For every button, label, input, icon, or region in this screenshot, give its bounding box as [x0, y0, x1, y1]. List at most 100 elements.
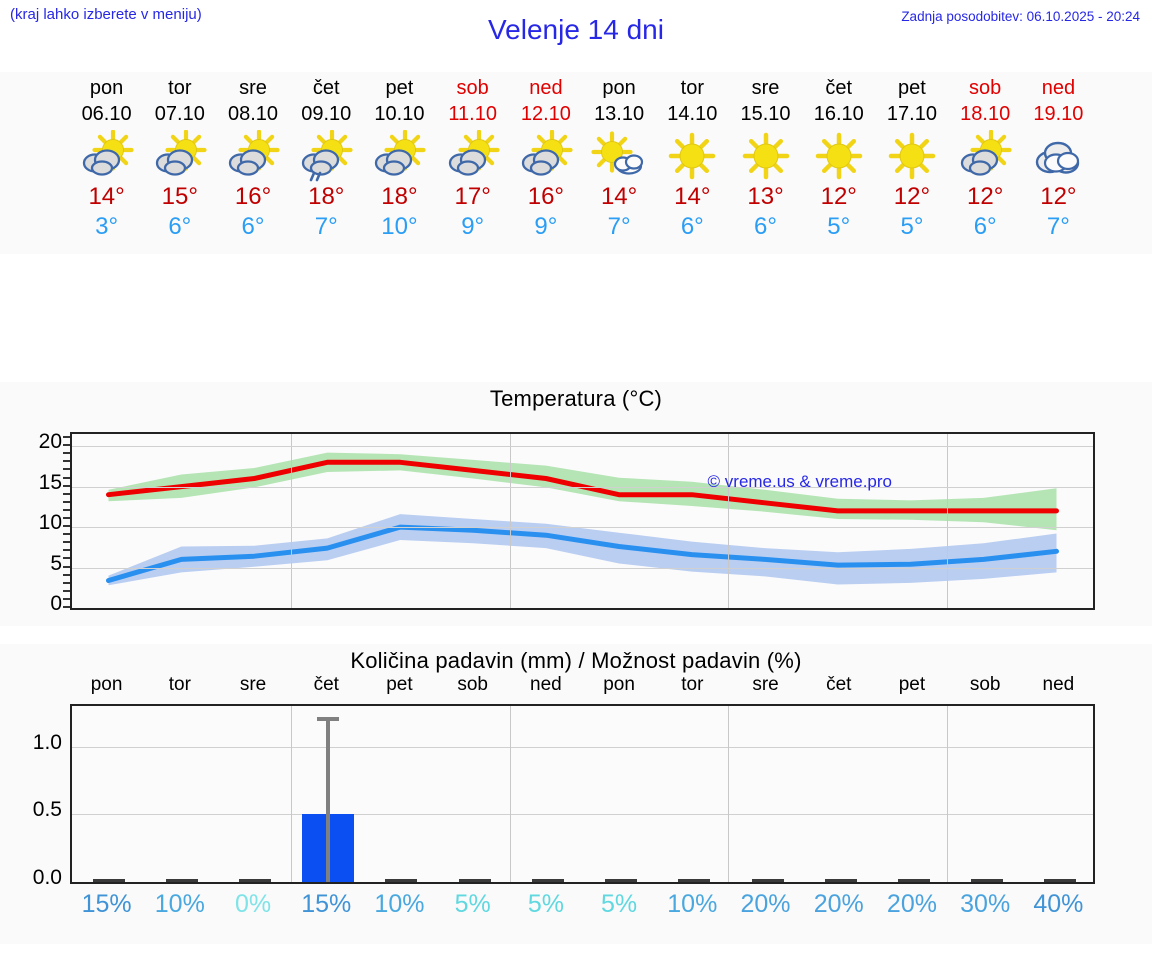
- day-min-temperature: 9°: [534, 213, 558, 240]
- day-forecast-card[interactable]: ned 12.10 16° 9°: [502, 72, 590, 242]
- sun-icon: [868, 130, 956, 182]
- precipitation-probability-label: 20%: [740, 890, 791, 918]
- y-axis-minor-tick: [63, 573, 70, 576]
- y-axis-minor-tick: [63, 492, 70, 495]
- precipitation-zero-tick: [678, 879, 711, 882]
- day-max-temperature: 14°: [600, 183, 638, 210]
- cloud-icon: [1014, 130, 1102, 182]
- precipitation-probability-label: 0%: [234, 890, 272, 918]
- sun-behind-cloud-rain-icon: [282, 130, 370, 182]
- day-forecast-card[interactable]: pon 06.10 14° 3°: [63, 72, 151, 242]
- day-date-label: 08.10: [228, 103, 279, 125]
- day-forecast-card[interactable]: tor 07.10 15° 6°: [136, 72, 224, 242]
- y-axis-minor-tick: [63, 581, 70, 584]
- day-of-week-label: sob: [456, 77, 489, 99]
- day-date-label: 17.10: [886, 103, 937, 125]
- y-axis-tick-label: 1.0: [32, 730, 62, 754]
- precipitation-probability-label: 40%: [1033, 890, 1084, 918]
- precipitation-day-label: tor: [681, 674, 704, 695]
- precipitation-probability-label: 20%: [813, 890, 864, 918]
- sun-behind-cloud-icon: [63, 130, 151, 182]
- temperature-plot-area: © vreme.us & vreme.pro: [70, 432, 1095, 610]
- precipitation-day-labels: pon tor sre čet pet sob ned pon tor sre čet pet sob n…: [0, 674, 1152, 702]
- day-min-temperature: 6°: [241, 213, 265, 240]
- y-axis-tick-label: 0.0: [32, 866, 62, 889]
- day-forecast-card[interactable]: pet 10.10 18° 10°: [355, 72, 443, 242]
- precipitation-day-label: ned: [530, 674, 562, 695]
- day-forecast-card[interactable]: čet 16.10 12° 5°: [795, 72, 883, 242]
- day-forecast-card[interactable]: pet 17.10 12° 5°: [868, 72, 956, 242]
- day-forecast-card[interactable]: čet 09.10 18° 7°: [282, 72, 370, 242]
- gridline-vertical: [947, 434, 949, 608]
- day-min-temperature: 6°: [754, 213, 777, 240]
- precipitation-plot-area: [70, 704, 1095, 884]
- precipitation-probability-label: 10%: [667, 890, 718, 918]
- day-max-temperature: 14°: [88, 183, 125, 210]
- y-axis-minor-tick: [63, 452, 70, 455]
- precipitation-zero-tick: [531, 879, 564, 882]
- day-forecast-card[interactable]: sob 11.10 17° 9°: [429, 72, 517, 242]
- day-date-label: 11.10: [448, 103, 497, 125]
- precipitation-probability-label: 20%: [886, 890, 937, 918]
- min-temperature-line: [109, 527, 1057, 580]
- gridline-horizontal: [72, 746, 1093, 748]
- day-forecast-card[interactable]: pon 13.10 14° 7°: [575, 72, 663, 242]
- precipitation-zero-tick: [458, 879, 491, 882]
- day-of-week-label: čet: [825, 77, 853, 99]
- day-of-week-label: tor: [680, 77, 704, 99]
- y-axis-minor-tick: [63, 468, 70, 471]
- precipitation-zero-tick: [897, 879, 930, 882]
- precipitation-zero-tick: [605, 879, 638, 882]
- day-of-week-label: pet: [385, 77, 414, 99]
- gridline-vertical: [290, 706, 292, 882]
- precipitation-day-label: pon: [90, 674, 123, 695]
- day-forecast-card[interactable]: tor 14.10 14° 6°: [648, 72, 736, 242]
- sun-behind-cloud-icon: [941, 130, 1029, 182]
- precipitation-day-label: pet: [898, 674, 926, 695]
- day-date-label: 18.10: [960, 103, 1011, 125]
- day-of-week-label: sob: [969, 77, 1002, 99]
- precipitation-day-label: sre: [752, 674, 779, 695]
- precipitation-day-label: čet: [313, 674, 339, 695]
- precipitation-zero-tick: [971, 879, 1004, 882]
- precipitation-probability-label: 5%: [601, 890, 638, 918]
- temperature-chart-section: Temperatura (°C) © vreme.us & vreme.pro …: [0, 382, 1152, 626]
- day-date-label: 14.10: [667, 103, 718, 125]
- day-date-label: 06.10: [81, 103, 132, 125]
- y-axis-tick-label: 10: [38, 511, 62, 535]
- y-axis-minor-tick: [63, 476, 70, 479]
- precipitation-day-label: čet: [826, 674, 852, 695]
- gridline-vertical: [728, 706, 730, 882]
- sun-behind-cloud-icon: [136, 130, 224, 182]
- daily-forecast-strip: pon 06.10 14° 3° tor 07.10 15° 6° sre 08.10: [0, 72, 1152, 254]
- day-date-label: 09.10: [301, 103, 352, 125]
- gridline-horizontal: [72, 527, 1093, 529]
- day-of-week-label: sre: [239, 77, 267, 99]
- day-date-label: 15.10: [740, 103, 791, 125]
- sun-behind-cloud-icon: [502, 130, 590, 182]
- temperature-chart-title: Temperatura (°C): [489, 386, 663, 411]
- day-forecast-card[interactable]: sre 08.10 16° 6°: [209, 72, 297, 242]
- precipitation-probability-label: 5%: [454, 890, 491, 918]
- day-forecast-card[interactable]: ned 19.10 12° 7°: [1014, 72, 1102, 242]
- gridline-vertical: [509, 706, 511, 882]
- precipitation-probability-label: 15%: [301, 890, 352, 918]
- precipitation-day-label: tor: [168, 674, 191, 695]
- day-max-temperature: 12°: [967, 183, 1004, 210]
- precipitation-chart-section: Količina padavin (mm) / Možnost padavin …: [0, 644, 1152, 944]
- last-updated-text: Zadnja posodobitev: 06.10.2025 - 20:24: [901, 9, 1140, 24]
- day-max-temperature: 13°: [747, 183, 784, 210]
- day-forecast-card[interactable]: sob 18.10 12° 6°: [941, 72, 1029, 242]
- precipitation-error-cap: [317, 716, 340, 721]
- precipitation-zero-tick: [824, 879, 857, 882]
- sun-icon: [648, 130, 736, 182]
- gridline-horizontal: [72, 446, 1093, 448]
- precipitation-zero-tick: [92, 879, 125, 882]
- day-max-temperature: 15°: [161, 183, 198, 210]
- y-axis-minor-tick: [63, 565, 70, 568]
- sun-behind-cloud-icon: [355, 130, 443, 182]
- page-title: Velenje 14 dni: [488, 14, 664, 45]
- max-temperature-band: [108, 452, 1057, 531]
- day-forecast-card[interactable]: sre 15.10 13° 6°: [722, 72, 810, 242]
- day-of-week-label: ned: [1041, 77, 1076, 99]
